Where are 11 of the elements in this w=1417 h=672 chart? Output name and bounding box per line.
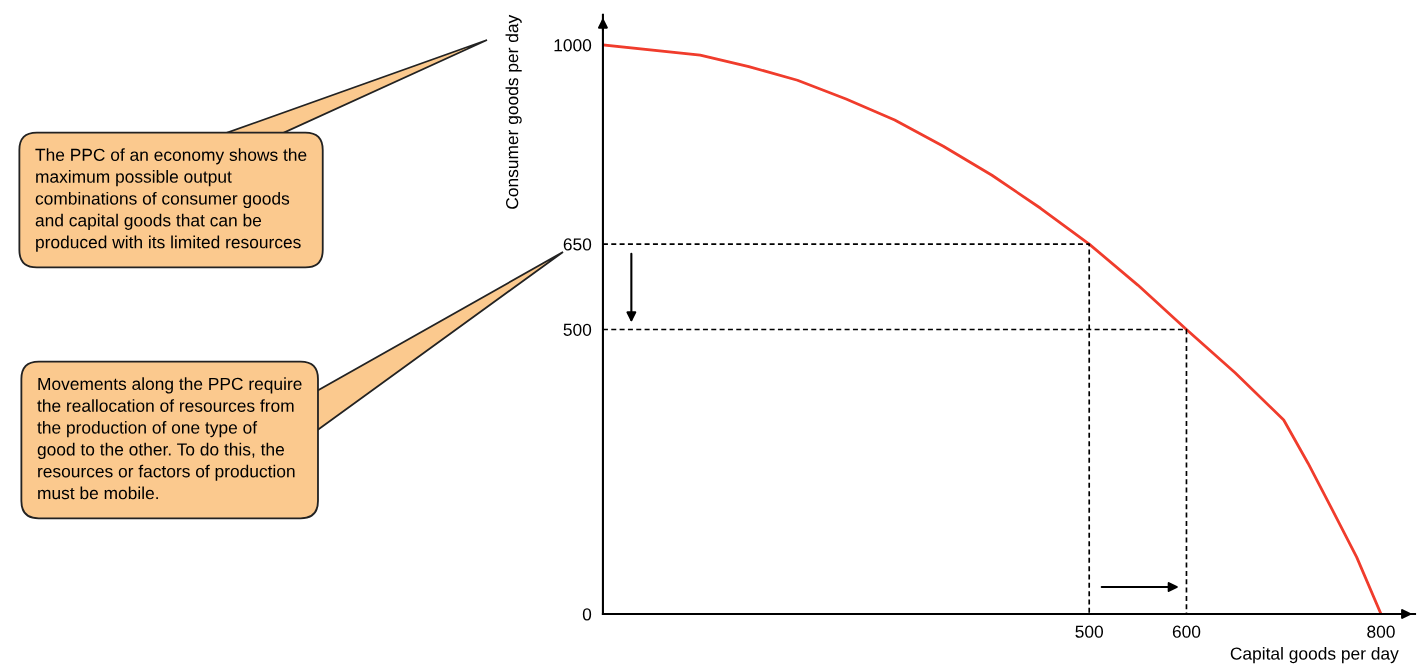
x-axis-title: Capital goods per day <box>1230 646 1399 664</box>
y-tick-label: 650 <box>563 238 592 251</box>
y-tick-label: 0 <box>582 608 592 621</box>
x-tick-label: 500 <box>1075 625 1104 638</box>
text: The PPC of an economy shows the maximum possible output combinations of consumer goods and capital goods that can be produced with its limited resources <box>35 148 307 252</box>
y-tick-label: 500 <box>563 323 592 336</box>
x-tick-label: 600 <box>1172 625 1201 638</box>
y-axis-title: Consumer goods per day <box>505 14 522 209</box>
y-tick-label: 1000 <box>554 39 592 52</box>
text: Movements along the PPC require the reallocation of resources from the production of one type of good to the other. To do this, the resources or factors of production must be mobile. <box>37 377 302 500</box>
x-tick-label: 800 <box>1367 625 1395 638</box>
